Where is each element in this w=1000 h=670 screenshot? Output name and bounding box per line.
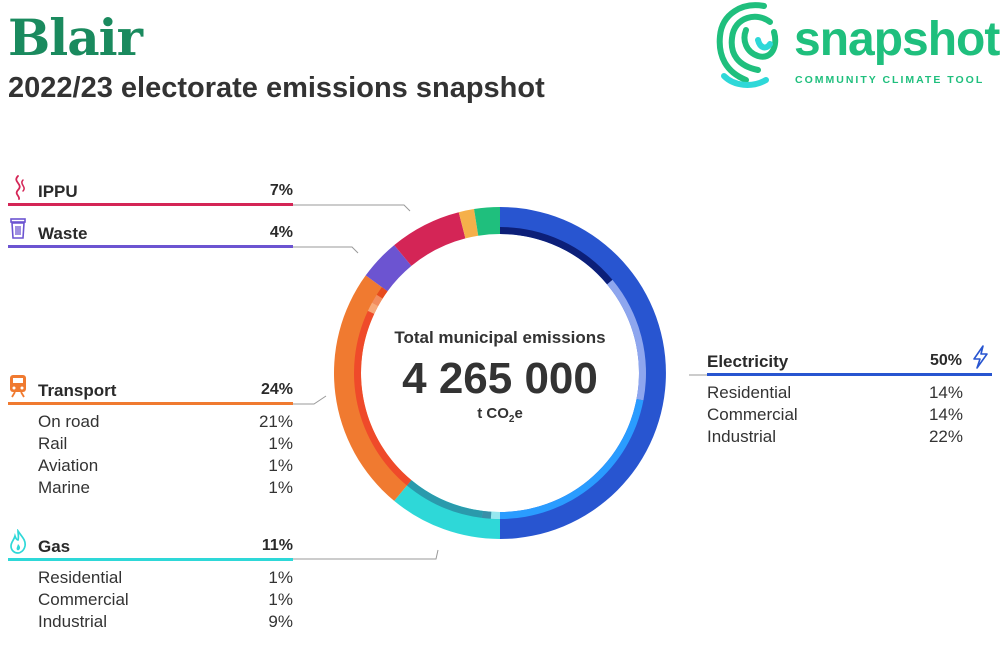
- total-emissions-label: Total municipal emissions: [394, 328, 606, 347]
- list-item: Residential 14%: [707, 383, 963, 402]
- donut-subsegment-electricity-residential: [500, 227, 613, 285]
- total-emissions-unit: t CO2e: [477, 405, 523, 425]
- page-title: Blair: [8, 8, 143, 67]
- legend-gas-label: Gas: [38, 537, 71, 556]
- legend-electricity-label: Electricity: [707, 352, 789, 371]
- smoke-icon: [15, 175, 25, 200]
- electricity-breakdown: Residential 14% Commercial 14% Industrial 2…: [707, 382, 963, 448]
- legend-waste-label: Waste: [38, 224, 88, 243]
- legend-ippu-value: 7%: [269, 182, 293, 199]
- list-item: Industrial 9%: [38, 612, 293, 631]
- donut-subsegment-transport-aviation: [372, 294, 383, 307]
- legend-electricity-value: 50%: [929, 352, 962, 369]
- legend-transport-label: Transport: [38, 381, 117, 400]
- donut-inner-ring: [353, 227, 646, 519]
- leader-lines: [293, 204, 707, 560]
- legend-transport-value: 24%: [260, 381, 293, 398]
- leader-line-gas: [293, 549, 439, 560]
- leader-line-transport: [293, 395, 327, 405]
- total-emissions-value: 4 265 000: [402, 354, 598, 403]
- donut-subsegment-transport-on-road: [353, 310, 412, 486]
- donut-segment-gas: [394, 480, 500, 539]
- list-item: Commercial 1%: [38, 590, 293, 609]
- legend-gas-value: 11%: [261, 537, 293, 554]
- flame-icon: [10, 529, 26, 554]
- donut-segment-ippu: [394, 212, 466, 266]
- logo-tagline: COMMUNITY CLIMATE TOOL: [795, 74, 985, 86]
- donut-subsegment-electricity-industrial: [500, 399, 644, 519]
- logo-wordmark: snapshot: [794, 13, 1000, 66]
- donut-segment-waste: [365, 245, 412, 292]
- list-item: Marine 1%: [38, 478, 293, 497]
- fingerprint-logo-icon: [716, 2, 779, 88]
- leader-line-ippu: [293, 204, 411, 212]
- donut-segment-other-5: [458, 209, 479, 239]
- legend-waste-value: 4%: [269, 224, 293, 241]
- donut-subsegment-gas-residential: [490, 511, 500, 519]
- legend-electricity: Electricity 50%: [707, 345, 992, 376]
- legend-ippu-label: IPPU: [38, 182, 78, 201]
- list-item: Commercial 14%: [707, 405, 963, 424]
- donut-subsegment-gas-commercial: [481, 510, 492, 519]
- donut-subsegment-transport-marine: [376, 287, 388, 299]
- donut-subsegment-transport-rail: [367, 302, 379, 314]
- list-item: Rail 1%: [38, 434, 293, 453]
- donut-subsegment-gas-industrial: [406, 480, 483, 518]
- list-item: On road 21%: [38, 412, 293, 431]
- donut-segment-electricity: [500, 207, 666, 539]
- donut-segment-transport: [334, 275, 412, 501]
- legend-ippu: IPPU 7%: [8, 175, 293, 206]
- page-subtitle: 2022/23 electorate emissions snapshot: [8, 72, 545, 104]
- legend-gas: Gas 11%: [8, 529, 293, 561]
- list-item: Industrial 22%: [707, 427, 963, 446]
- legend-transport: Transport 24%: [8, 375, 293, 405]
- legend-waste: Waste 4%: [8, 218, 293, 248]
- train-icon: [10, 375, 26, 398]
- donut-subsegment-electricity-commercial: [607, 279, 646, 401]
- snapshot-logo: snapshot COMMUNITY CLIMATE TOOL: [712, 0, 1000, 90]
- transport-breakdown: On road 21% Rail 1% Aviation 1% Marine 1%: [38, 411, 293, 499]
- gas-breakdown: Residential 1% Commercial 1% Industrial 9%: [38, 567, 293, 633]
- lightning-bolt-icon: [973, 345, 988, 369]
- donut-segment-other-6: [474, 207, 500, 236]
- trash-bin-icon: [10, 218, 26, 239]
- leader-line-waste: [293, 246, 359, 254]
- list-item: Aviation 1%: [38, 456, 293, 475]
- list-item: Residential 1%: [38, 568, 293, 587]
